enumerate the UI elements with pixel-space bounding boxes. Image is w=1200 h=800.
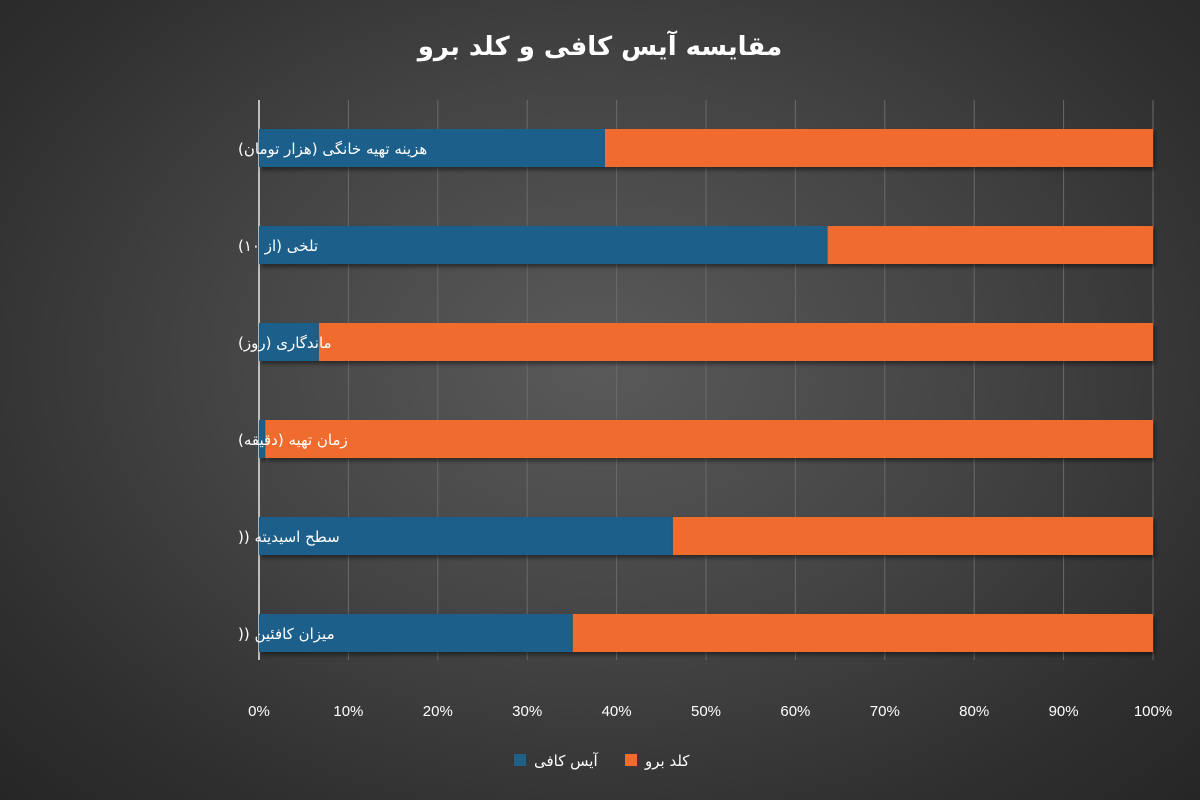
x-tick-label: 100%	[1134, 703, 1172, 720]
bar-segment-series-1-cat-2	[318, 323, 1153, 361]
x-tick-label: 70%	[870, 703, 900, 720]
bar-segment-series-0-cat-5	[259, 614, 573, 652]
legend-label-0: آیس کافی	[534, 752, 598, 770]
bar-segment-series-0-cat-4	[259, 517, 673, 555]
legend: آیس کافی کلد برو	[514, 752, 690, 770]
x-tick-label: 40%	[602, 703, 632, 720]
x-tick-label: 0%	[248, 703, 270, 720]
x-tick-label: 20%	[423, 703, 453, 720]
legend-swatch-0	[514, 754, 526, 766]
x-axis-ticks: 0% 10% 20% 30% 40% 50% 60% 70% 80% 90% 100%	[248, 703, 1172, 720]
x-tick-label: 90%	[1049, 703, 1079, 720]
bar-segment-series-1-cat-4	[672, 517, 1153, 555]
chart-title: مقایسه آیس کافی و کلد برو	[416, 30, 782, 62]
legend-swatch-1	[625, 754, 637, 766]
x-tick-label: 10%	[333, 703, 363, 720]
bar-segment-series-0-cat-1	[259, 226, 828, 264]
bar-segment-series-0-cat-0	[259, 129, 605, 167]
category-label: ماندگاری (روز)	[238, 334, 332, 352]
x-tick-label: 30%	[512, 703, 542, 720]
category-label: سطح اسیدیته ((	[238, 528, 340, 546]
bar-segment-series-1-cat-3	[265, 420, 1153, 458]
category-label: زمان تهیه (دقیقه)	[238, 431, 348, 449]
category-label: میزان کافئین ((	[238, 625, 335, 643]
x-tick-label: 60%	[780, 703, 810, 720]
bar-segment-series-1-cat-5	[572, 614, 1153, 652]
bar-segment-series-0-cat-2	[259, 323, 319, 361]
category-label: تلخی (از ۱۰)	[238, 237, 318, 255]
category-labels: هزینه تهیه خانگی (هزار تومان) تلخی (از ۱۰…	[238, 140, 427, 643]
x-tick-label: 80%	[959, 703, 989, 720]
grid-layer	[258, 100, 1154, 660]
category-label: هزینه تهیه خانگی (هزار تومان)	[238, 140, 427, 158]
bar-segment-series-1-cat-1	[827, 226, 1153, 264]
bar-segment-series-1-cat-0	[604, 129, 1153, 167]
bars-layer	[259, 129, 1153, 652]
x-tick-label: 50%	[691, 703, 721, 720]
bar-segment-series-0-cat-3	[259, 420, 266, 458]
legend-label-1: کلد برو	[644, 752, 690, 770]
